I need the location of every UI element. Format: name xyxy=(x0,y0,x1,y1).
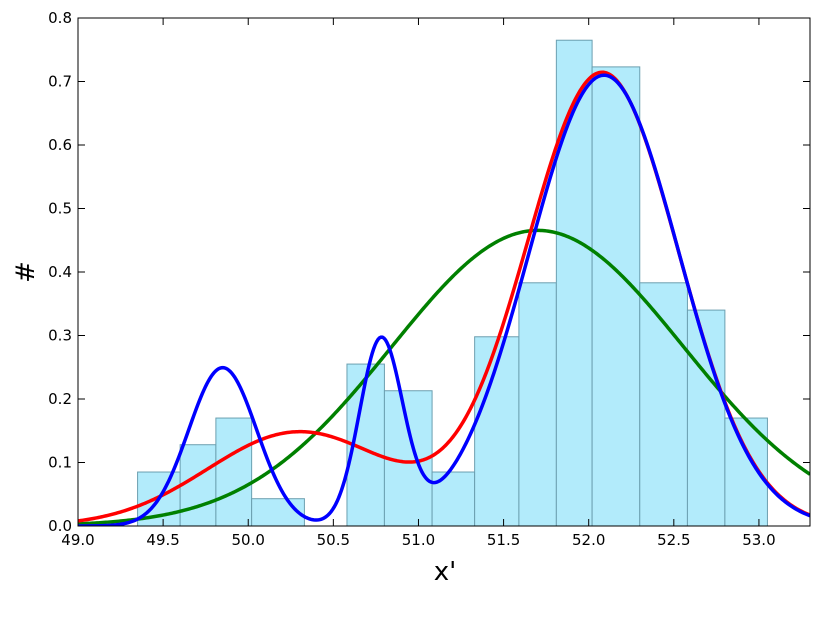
histogram-bar-2 xyxy=(215,417,253,527)
y-tick-label-3: 0.3 xyxy=(48,327,72,345)
y-tick-label-5: 0.5 xyxy=(48,200,72,218)
histogram-bar-8 xyxy=(518,282,557,527)
x-tick-label-5: 51.5 xyxy=(487,531,520,549)
y-tick-label-0: 0.0 xyxy=(48,517,72,535)
histogram-bar-10 xyxy=(591,66,641,527)
x-tick-label-6: 52.0 xyxy=(572,531,605,549)
x-axis-ticks: 49.0 49.5 50.0 50.5 51.0 51.5 52.0 52.5 53.0 xyxy=(61,18,776,549)
x-tick-label-3: 50.5 xyxy=(317,531,350,549)
y-tick-label-1: 0.1 xyxy=(48,454,72,472)
y-tick-label-4: 0.4 xyxy=(48,263,72,281)
fit-curves xyxy=(78,70,810,526)
histogram-bar-1 xyxy=(179,444,217,527)
y-tick-label-7: 0.7 xyxy=(48,73,72,91)
x-tick-label-1: 49.5 xyxy=(146,531,179,549)
fit-curve-0 xyxy=(78,228,810,526)
histogram-bar-9 xyxy=(555,39,593,527)
fit-curve-2 xyxy=(78,73,810,526)
y-tick-label-6: 0.6 xyxy=(48,136,72,154)
y-axis-ticks: 0.0 0.1 0.2 0.3 0.4 0.5 0.6 0.7 0.8 xyxy=(48,9,810,535)
x-tick-label-4: 51.0 xyxy=(402,531,435,549)
histogram-bar-11 xyxy=(639,282,688,527)
x-tick-label-8: 53.0 xyxy=(742,531,775,549)
x-tick-label-7: 52.5 xyxy=(657,531,690,549)
histogram-bar-3 xyxy=(251,498,305,527)
y-tick-label-2: 0.2 xyxy=(48,390,72,408)
x-tick-label-0: 49.0 xyxy=(61,531,94,549)
x-axis-label: x' xyxy=(434,557,457,587)
y-tick-label-8: 0.8 xyxy=(48,9,72,27)
y-axis-label: # xyxy=(11,261,41,283)
x-tick-label-2: 50.0 xyxy=(232,531,265,549)
